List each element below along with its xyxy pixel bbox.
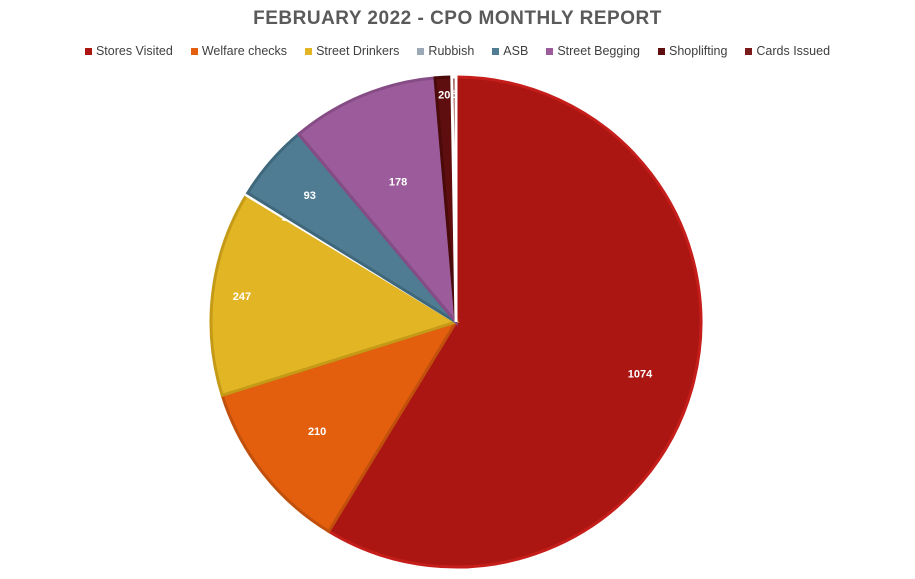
legend-item-cards-issued: Cards Issued — [745, 44, 830, 58]
data-label-rubbish: 3 — [282, 212, 288, 224]
legend-item-street-drinkers: Street Drinkers — [305, 44, 399, 58]
legend-label: Rubbish — [428, 44, 475, 58]
legend-swatch — [492, 47, 500, 55]
legend-label: Street Begging — [557, 44, 641, 58]
data-label-shoplifting: 20 — [438, 89, 450, 101]
pie-slice-street-drinkers — [209, 193, 460, 398]
pie-slice-cards-issued — [450, 75, 458, 323]
legend-swatch — [417, 47, 425, 55]
pie-slice-street-begging — [296, 76, 458, 327]
legend-label: Street Drinkers — [316, 44, 400, 58]
data-label-street-begging: 178 — [389, 177, 407, 189]
legend-item-stores-visited: Stores Visited — [84, 44, 173, 58]
legend-swatch — [190, 47, 198, 55]
legend-item-rubbish: Rubbish — [417, 44, 474, 58]
legend-swatch — [658, 47, 666, 55]
legend-item-welfare-checks: Welfare checks — [190, 44, 288, 58]
legend-swatch — [546, 47, 554, 55]
chart-title: FEBRUARY 2022 - CPO MONTHLY REPORT — [253, 8, 662, 29]
data-label-asb: 93 — [304, 190, 316, 202]
legend-label: ASB — [503, 44, 529, 58]
legend-swatch — [745, 47, 753, 55]
legend-label: Cards Issued — [756, 44, 831, 58]
data-label-cards-issued: 5 — [451, 89, 457, 101]
data-label-street-drinkers: 247 — [233, 291, 251, 303]
data-label-stores-visited: 1074 — [628, 369, 653, 381]
legend-item-street-begging: Street Begging — [546, 44, 640, 58]
pie-slice-welfare-checks — [220, 319, 460, 534]
legend-item-shoplifting: Shoplifting — [658, 44, 727, 58]
legend-swatch — [305, 47, 313, 55]
legend-swatch — [84, 47, 92, 55]
data-label-welfare-checks: 210 — [308, 426, 326, 438]
chart-legend: Stores Visited Welfare checks Street Drink… — [0, 44, 915, 58]
legend-label: Shoplifting — [669, 44, 728, 58]
pie-slice-stores-visited — [326, 75, 703, 569]
legend-label: Stores Visited — [95, 44, 173, 58]
legend-label: Welfare checks — [201, 44, 288, 58]
legend-item-asb: ASB — [492, 44, 528, 58]
